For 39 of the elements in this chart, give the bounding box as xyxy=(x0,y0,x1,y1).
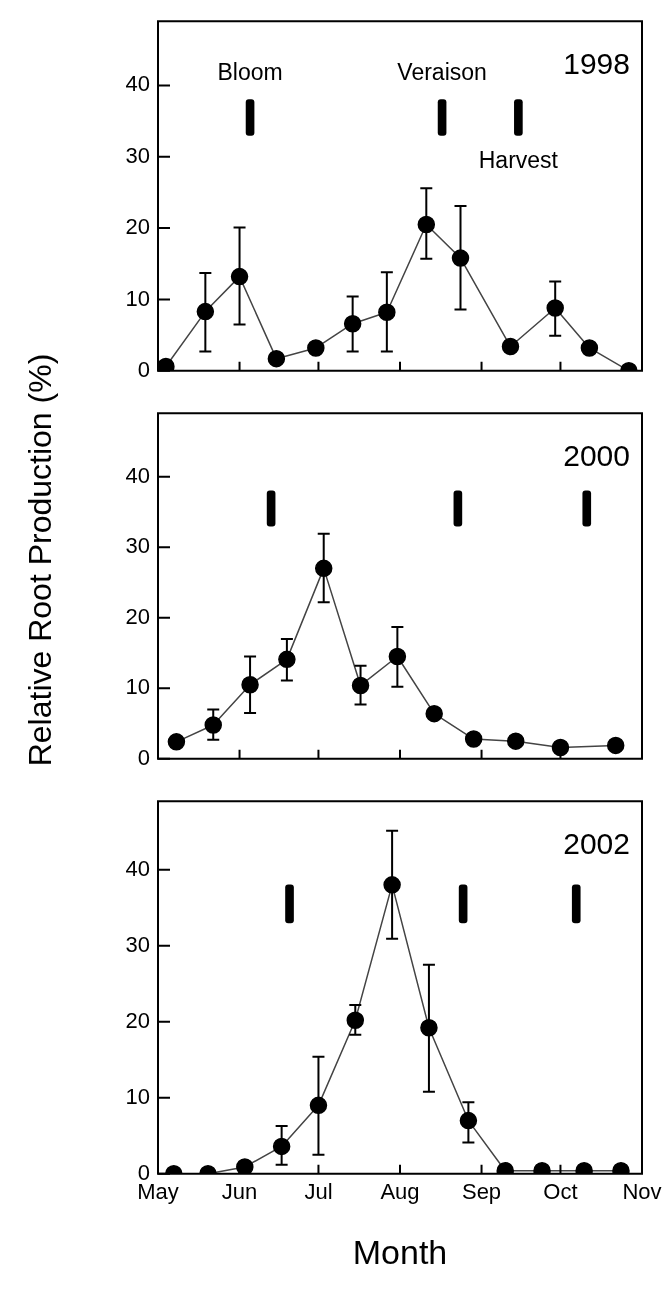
x-axis-title: Month xyxy=(352,1232,448,1271)
point xyxy=(551,738,570,757)
x-tick-label: Jun xyxy=(221,1179,258,1205)
x-tick-label: Oct xyxy=(543,1179,578,1205)
point xyxy=(606,736,625,755)
annotation: Bloom xyxy=(217,59,283,86)
y-tick-label: 20 xyxy=(125,1007,150,1033)
y-tick-label: 30 xyxy=(125,142,150,168)
point xyxy=(464,730,483,748)
y-tick-label: 40 xyxy=(125,855,150,881)
annotation: Veraison xyxy=(397,59,487,86)
y-tick-label: 0 xyxy=(137,744,150,770)
y-tick-label: 0 xyxy=(137,356,150,382)
y-tick-label: 30 xyxy=(125,931,150,957)
y-axis-title: Relative Root Production (%) xyxy=(21,353,59,767)
point xyxy=(425,704,443,723)
point xyxy=(580,339,599,357)
point xyxy=(236,1158,254,1174)
point xyxy=(267,349,286,368)
point xyxy=(307,339,325,357)
x-tick-label: Nov xyxy=(622,1179,662,1205)
y-tick-label: 10 xyxy=(125,285,150,311)
text: 2000 xyxy=(563,439,630,473)
y-tick-label: 40 xyxy=(125,71,150,97)
y-tick-label: 10 xyxy=(125,674,150,700)
text: 1998 xyxy=(563,47,630,81)
y-tick-label: 20 xyxy=(125,214,150,240)
y-tick-label: 40 xyxy=(125,462,150,488)
x-tick-label: Jul xyxy=(304,1179,333,1205)
annotation: Harvest xyxy=(478,146,559,173)
y-tick-label: 30 xyxy=(125,533,150,559)
x-tick-label: Aug xyxy=(380,1179,420,1205)
x-tick-label: Sep xyxy=(461,1179,502,1205)
y-tick-label: 20 xyxy=(125,603,150,629)
y-tick-label: 10 xyxy=(125,1083,150,1109)
text: 2002 xyxy=(563,827,630,861)
point xyxy=(167,733,186,751)
point xyxy=(501,337,520,356)
point xyxy=(506,732,525,750)
